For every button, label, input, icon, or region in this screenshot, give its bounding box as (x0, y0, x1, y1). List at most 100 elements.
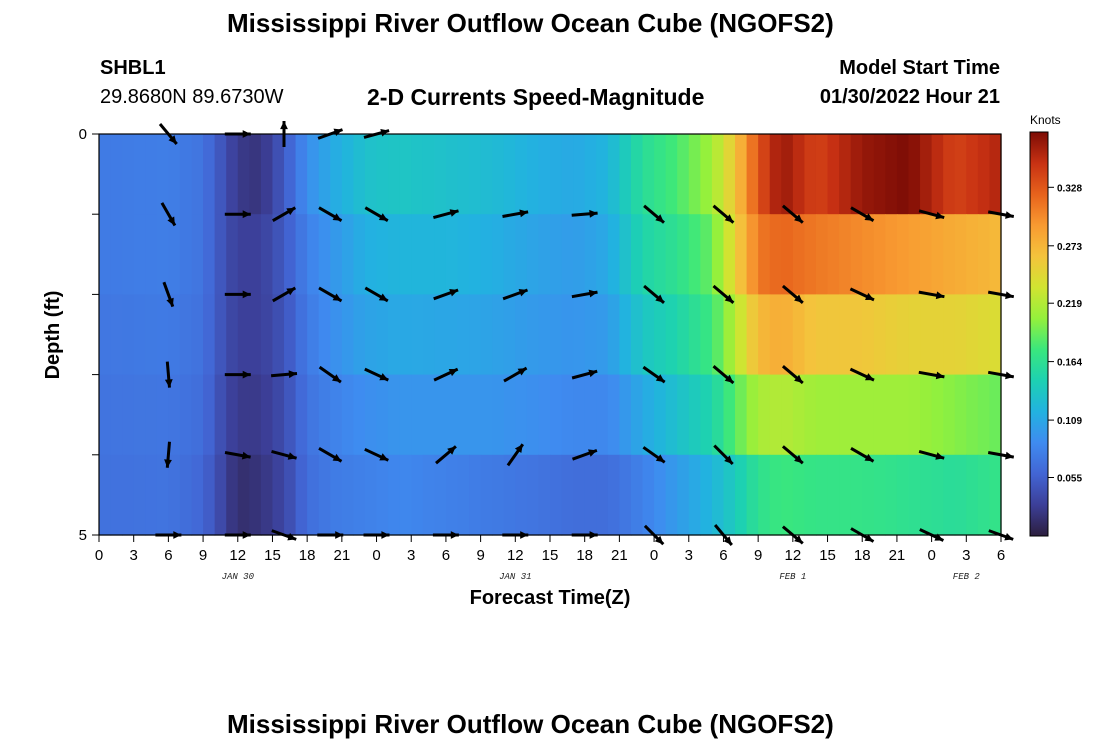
heatmap-cell (596, 214, 609, 295)
heatmap-cell (688, 134, 701, 215)
colorbar-label: Knots (1030, 113, 1061, 127)
heatmap-cell (550, 374, 563, 456)
heatmap-cell (561, 294, 574, 376)
heatmap-cell (295, 214, 308, 295)
heatmap-cell (168, 214, 181, 295)
heatmap-cell (584, 214, 597, 295)
heatmap-cell (457, 214, 470, 295)
heatmap-cell (815, 214, 829, 295)
heatmap-cell (769, 374, 782, 456)
arrow-head (448, 369, 458, 377)
heatmap-cell (388, 294, 401, 376)
heatmap-cell (654, 454, 667, 536)
current-arrow (502, 209, 529, 218)
current-arrow (224, 370, 251, 379)
heatmap-cell (411, 294, 424, 376)
heatmap-cell (931, 134, 944, 215)
current-arrow (318, 286, 343, 303)
arrow-head (935, 371, 945, 380)
heatmap-cell (503, 454, 516, 536)
heatmap-cell (538, 214, 551, 295)
heatmap-cell (989, 374, 1002, 456)
x-tick-label: 9 (754, 547, 762, 564)
heatmap-cell (954, 454, 967, 536)
heatmap-cell (538, 374, 551, 456)
heatmap-cell (99, 454, 112, 536)
heatmap-cell (792, 374, 806, 456)
heatmap-cell (920, 214, 933, 295)
heatmap-cell (827, 294, 840, 376)
heatmap-cell (145, 374, 158, 456)
arrow-head (588, 369, 598, 378)
heatmap-cell (179, 454, 193, 536)
heatmap-cell (850, 374, 863, 456)
heatmap-cell (295, 294, 308, 376)
heatmap-cell (376, 294, 389, 376)
heatmap-cell (804, 294, 817, 376)
heatmap-cell (434, 134, 447, 215)
heatmap-cell (561, 454, 574, 536)
heatmap-cell (272, 214, 285, 295)
heatmap-cell (284, 294, 297, 376)
heatmap-cell (237, 294, 250, 376)
heatmap-cell (376, 374, 389, 456)
heatmap-cell (954, 214, 967, 295)
heatmap-cell (214, 134, 227, 215)
heatmap-cell (769, 214, 782, 295)
heatmap-cell (746, 134, 759, 215)
heatmap-cell (364, 454, 378, 536)
current-arrow (712, 284, 735, 304)
arrow-head (655, 214, 664, 223)
heatmap-cell (769, 134, 782, 215)
current-arrow (918, 290, 945, 300)
heatmap-cell (954, 374, 967, 456)
heatmap-cell (688, 374, 701, 456)
heatmap-cell (133, 134, 146, 215)
heatmap-cell (168, 454, 181, 536)
heatmap-cell (249, 374, 262, 456)
heatmap-cell (364, 294, 378, 376)
heatmap-cell (665, 454, 678, 536)
heatmap-cell (284, 134, 297, 215)
heatmap-cell (873, 134, 886, 215)
heatmap-cell (353, 294, 366, 376)
heatmap-cell (376, 214, 389, 295)
x-axis-label: Forecast Time(Z) (470, 587, 631, 609)
heatmap-cell (630, 454, 644, 536)
heatmap-cell (492, 134, 505, 215)
heatmap-cell (723, 134, 736, 215)
heatmap-cell (411, 134, 424, 215)
heatmap-cell (434, 374, 447, 456)
heatmap-cell (908, 374, 921, 456)
heatmap-cell (977, 134, 991, 215)
heatmap-cell (330, 214, 343, 295)
heatmap-cell (133, 374, 146, 456)
heatmap-cell (179, 214, 193, 295)
current-arrow (433, 209, 459, 220)
arrow-head (794, 454, 803, 464)
heatmap-cell (827, 454, 840, 536)
heatmap-cell (318, 454, 331, 536)
arrow-head (794, 294, 803, 303)
heatmap-cell (249, 214, 262, 295)
colorbar (1029, 131, 1049, 537)
heatmap-cell (445, 374, 459, 456)
heatmap-cell (700, 454, 713, 536)
heatmap-cell (341, 454, 355, 536)
heatmap-cell (711, 374, 725, 456)
heatmap-cell (954, 134, 967, 215)
heatmap-cell (156, 454, 169, 536)
arrow-head (379, 453, 389, 461)
heatmap-cell (815, 454, 829, 536)
arrow-head (1005, 211, 1014, 219)
heatmap-cell (619, 214, 632, 295)
heatmap-cell (434, 294, 447, 376)
heatmap-cell (607, 454, 620, 536)
heatmap-cell (723, 374, 736, 456)
heatmap-cell (896, 454, 910, 536)
current-arrow (781, 204, 804, 224)
heatmap-cell (792, 294, 806, 376)
heatmap-cell (630, 374, 644, 456)
day-label: FEB 2 (953, 572, 981, 582)
heatmap-cell (758, 374, 771, 456)
